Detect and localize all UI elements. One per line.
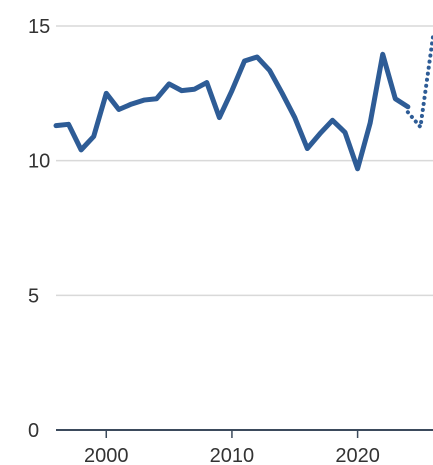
y-tick-label: 10 <box>28 151 50 173</box>
series-lines <box>53 34 433 172</box>
x-tick-label: 2000 <box>84 445 129 465</box>
x-tick-label: 2010 <box>210 445 255 465</box>
x-tick-label: 2020 <box>335 445 380 465</box>
tick-labels: 0 5 10 15 2000 2010 2020 <box>28 16 380 465</box>
forecast-line <box>405 34 433 129</box>
y-tick-label: 0 <box>28 420 39 442</box>
y-tick-label: 15 <box>28 16 50 38</box>
series-line <box>53 51 411 172</box>
x-axis <box>56 429 433 438</box>
y-tick-label: 5 <box>28 285 39 307</box>
grid-lines <box>56 25 433 297</box>
